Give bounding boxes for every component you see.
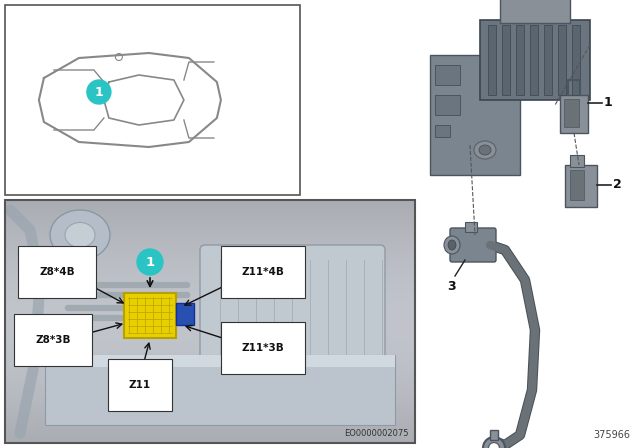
Bar xyxy=(560,95,588,133)
Bar xyxy=(465,222,477,232)
Circle shape xyxy=(137,249,163,275)
Text: 2: 2 xyxy=(613,178,621,191)
Ellipse shape xyxy=(448,240,456,250)
Bar xyxy=(572,25,580,95)
Ellipse shape xyxy=(474,141,496,159)
Bar xyxy=(570,155,584,167)
Circle shape xyxy=(483,437,505,448)
Bar xyxy=(5,5,300,195)
Bar xyxy=(176,303,194,325)
Bar xyxy=(435,125,450,137)
Text: Z8*3B: Z8*3B xyxy=(35,335,71,345)
FancyBboxPatch shape xyxy=(200,245,385,375)
Ellipse shape xyxy=(479,145,491,155)
Circle shape xyxy=(87,80,111,104)
Bar xyxy=(530,25,538,95)
Bar xyxy=(45,355,395,367)
Bar xyxy=(502,25,510,95)
Text: Z11*4B: Z11*4B xyxy=(241,267,284,277)
Text: 1: 1 xyxy=(95,86,103,99)
Bar xyxy=(45,355,395,425)
Text: 3: 3 xyxy=(448,280,456,293)
Bar xyxy=(124,293,176,338)
FancyBboxPatch shape xyxy=(450,228,496,262)
Bar xyxy=(516,25,524,95)
Bar xyxy=(5,200,415,443)
Text: Z11*3B: Z11*3B xyxy=(242,343,284,353)
Bar xyxy=(565,165,597,207)
Bar xyxy=(570,170,584,200)
Ellipse shape xyxy=(444,236,460,254)
Ellipse shape xyxy=(50,210,110,260)
Bar xyxy=(488,25,496,95)
Bar xyxy=(435,65,460,85)
Text: Z8*4B: Z8*4B xyxy=(39,267,75,277)
Text: 375966: 375966 xyxy=(593,430,630,440)
Bar xyxy=(490,430,498,440)
Bar xyxy=(500,0,570,23)
Text: 1: 1 xyxy=(145,255,155,268)
Bar xyxy=(480,20,590,100)
Bar xyxy=(430,55,520,175)
Bar xyxy=(558,25,566,95)
Bar xyxy=(564,99,579,127)
Bar xyxy=(435,95,460,115)
Ellipse shape xyxy=(65,223,95,247)
Circle shape xyxy=(488,443,499,448)
Text: 1: 1 xyxy=(604,96,612,109)
Bar xyxy=(415,0,640,448)
Bar xyxy=(544,25,552,95)
Text: EO0000002075: EO0000002075 xyxy=(344,429,409,438)
Text: Z11: Z11 xyxy=(129,380,151,390)
